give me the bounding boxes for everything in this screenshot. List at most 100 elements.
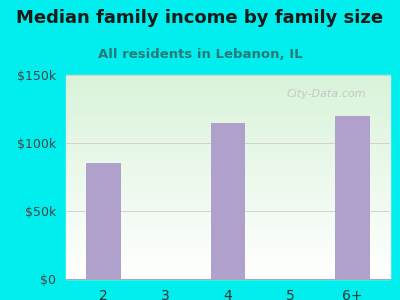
Bar: [66, 100, 390, 101]
Bar: [66, 137, 390, 138]
Bar: [66, 157, 390, 158]
Bar: [66, 202, 390, 203]
Bar: [66, 218, 390, 219]
Bar: [66, 105, 390, 106]
Bar: [66, 103, 390, 105]
Bar: [66, 237, 390, 238]
Bar: [66, 87, 390, 88]
Bar: [66, 190, 390, 191]
Bar: [66, 175, 390, 176]
Bar: [66, 144, 390, 145]
Bar: [66, 169, 390, 170]
Bar: [66, 236, 390, 237]
Bar: [66, 213, 390, 214]
Bar: [66, 119, 390, 120]
Bar: [66, 263, 390, 264]
Bar: [66, 233, 390, 234]
Bar: [66, 174, 390, 175]
Bar: [66, 244, 390, 245]
Text: Median family income by family size: Median family income by family size: [16, 9, 384, 27]
Bar: [66, 78, 390, 79]
Bar: [66, 165, 390, 166]
Bar: [66, 210, 390, 211]
Bar: [66, 253, 390, 254]
Bar: [66, 224, 390, 225]
Bar: [66, 241, 390, 242]
Bar: [66, 81, 390, 82]
Bar: [66, 106, 390, 108]
Bar: [66, 275, 390, 276]
Bar: [66, 185, 390, 186]
Bar: [66, 170, 390, 171]
Bar: [66, 173, 390, 174]
Bar: [66, 231, 390, 232]
Bar: [66, 250, 390, 251]
Text: City-Data.com: City-Data.com: [286, 89, 366, 99]
Bar: [66, 194, 390, 195]
Bar: [66, 205, 390, 206]
Bar: [66, 192, 390, 193]
Bar: [66, 111, 390, 112]
Bar: [66, 245, 390, 246]
Bar: [66, 198, 390, 200]
Bar: [66, 121, 390, 122]
Bar: [66, 188, 390, 189]
Bar: [66, 139, 390, 140]
Bar: [66, 274, 390, 275]
Bar: [66, 178, 390, 179]
Bar: [66, 120, 390, 121]
Bar: [66, 160, 390, 161]
Bar: [66, 215, 390, 216]
Bar: [66, 152, 390, 154]
Bar: [66, 127, 390, 128]
Bar: [66, 113, 390, 114]
Bar: [66, 110, 390, 111]
Bar: [66, 149, 390, 151]
Bar: [66, 256, 390, 258]
Bar: [66, 164, 390, 165]
Bar: [66, 158, 390, 159]
Bar: [66, 238, 390, 239]
Bar: [66, 208, 390, 210]
Bar: [66, 267, 390, 268]
Bar: [66, 84, 390, 85]
Bar: [66, 270, 390, 271]
Bar: [66, 259, 390, 260]
Bar: [66, 168, 390, 169]
Bar: [66, 200, 390, 202]
Bar: [66, 227, 390, 228]
Bar: [66, 225, 390, 226]
Bar: [66, 92, 390, 93]
Bar: [66, 269, 390, 270]
Bar: [66, 114, 390, 115]
Bar: [66, 266, 390, 267]
Bar: [66, 195, 390, 196]
Bar: [66, 108, 390, 109]
Bar: [66, 226, 390, 227]
Bar: [66, 239, 390, 240]
Bar: [66, 183, 390, 184]
Bar: [66, 134, 390, 135]
Bar: [66, 156, 390, 157]
Bar: [66, 268, 390, 269]
Bar: [211, 123, 245, 279]
Bar: [66, 143, 390, 144]
Bar: [66, 77, 390, 78]
Bar: [66, 147, 390, 148]
Bar: [66, 126, 390, 127]
Bar: [66, 138, 390, 139]
Bar: [66, 206, 390, 207]
Bar: [66, 177, 390, 178]
Bar: [66, 212, 390, 213]
Bar: [66, 216, 390, 217]
Bar: [66, 82, 390, 83]
Bar: [66, 135, 390, 136]
Bar: [66, 196, 390, 197]
Bar: [66, 91, 390, 92]
Bar: [66, 217, 390, 218]
Bar: [66, 261, 390, 262]
Bar: [66, 278, 390, 279]
Bar: [66, 207, 390, 208]
Bar: [66, 94, 390, 95]
Bar: [66, 264, 390, 265]
